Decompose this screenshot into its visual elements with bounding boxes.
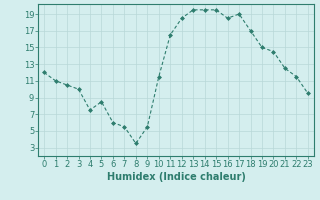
- X-axis label: Humidex (Indice chaleur): Humidex (Indice chaleur): [107, 172, 245, 182]
